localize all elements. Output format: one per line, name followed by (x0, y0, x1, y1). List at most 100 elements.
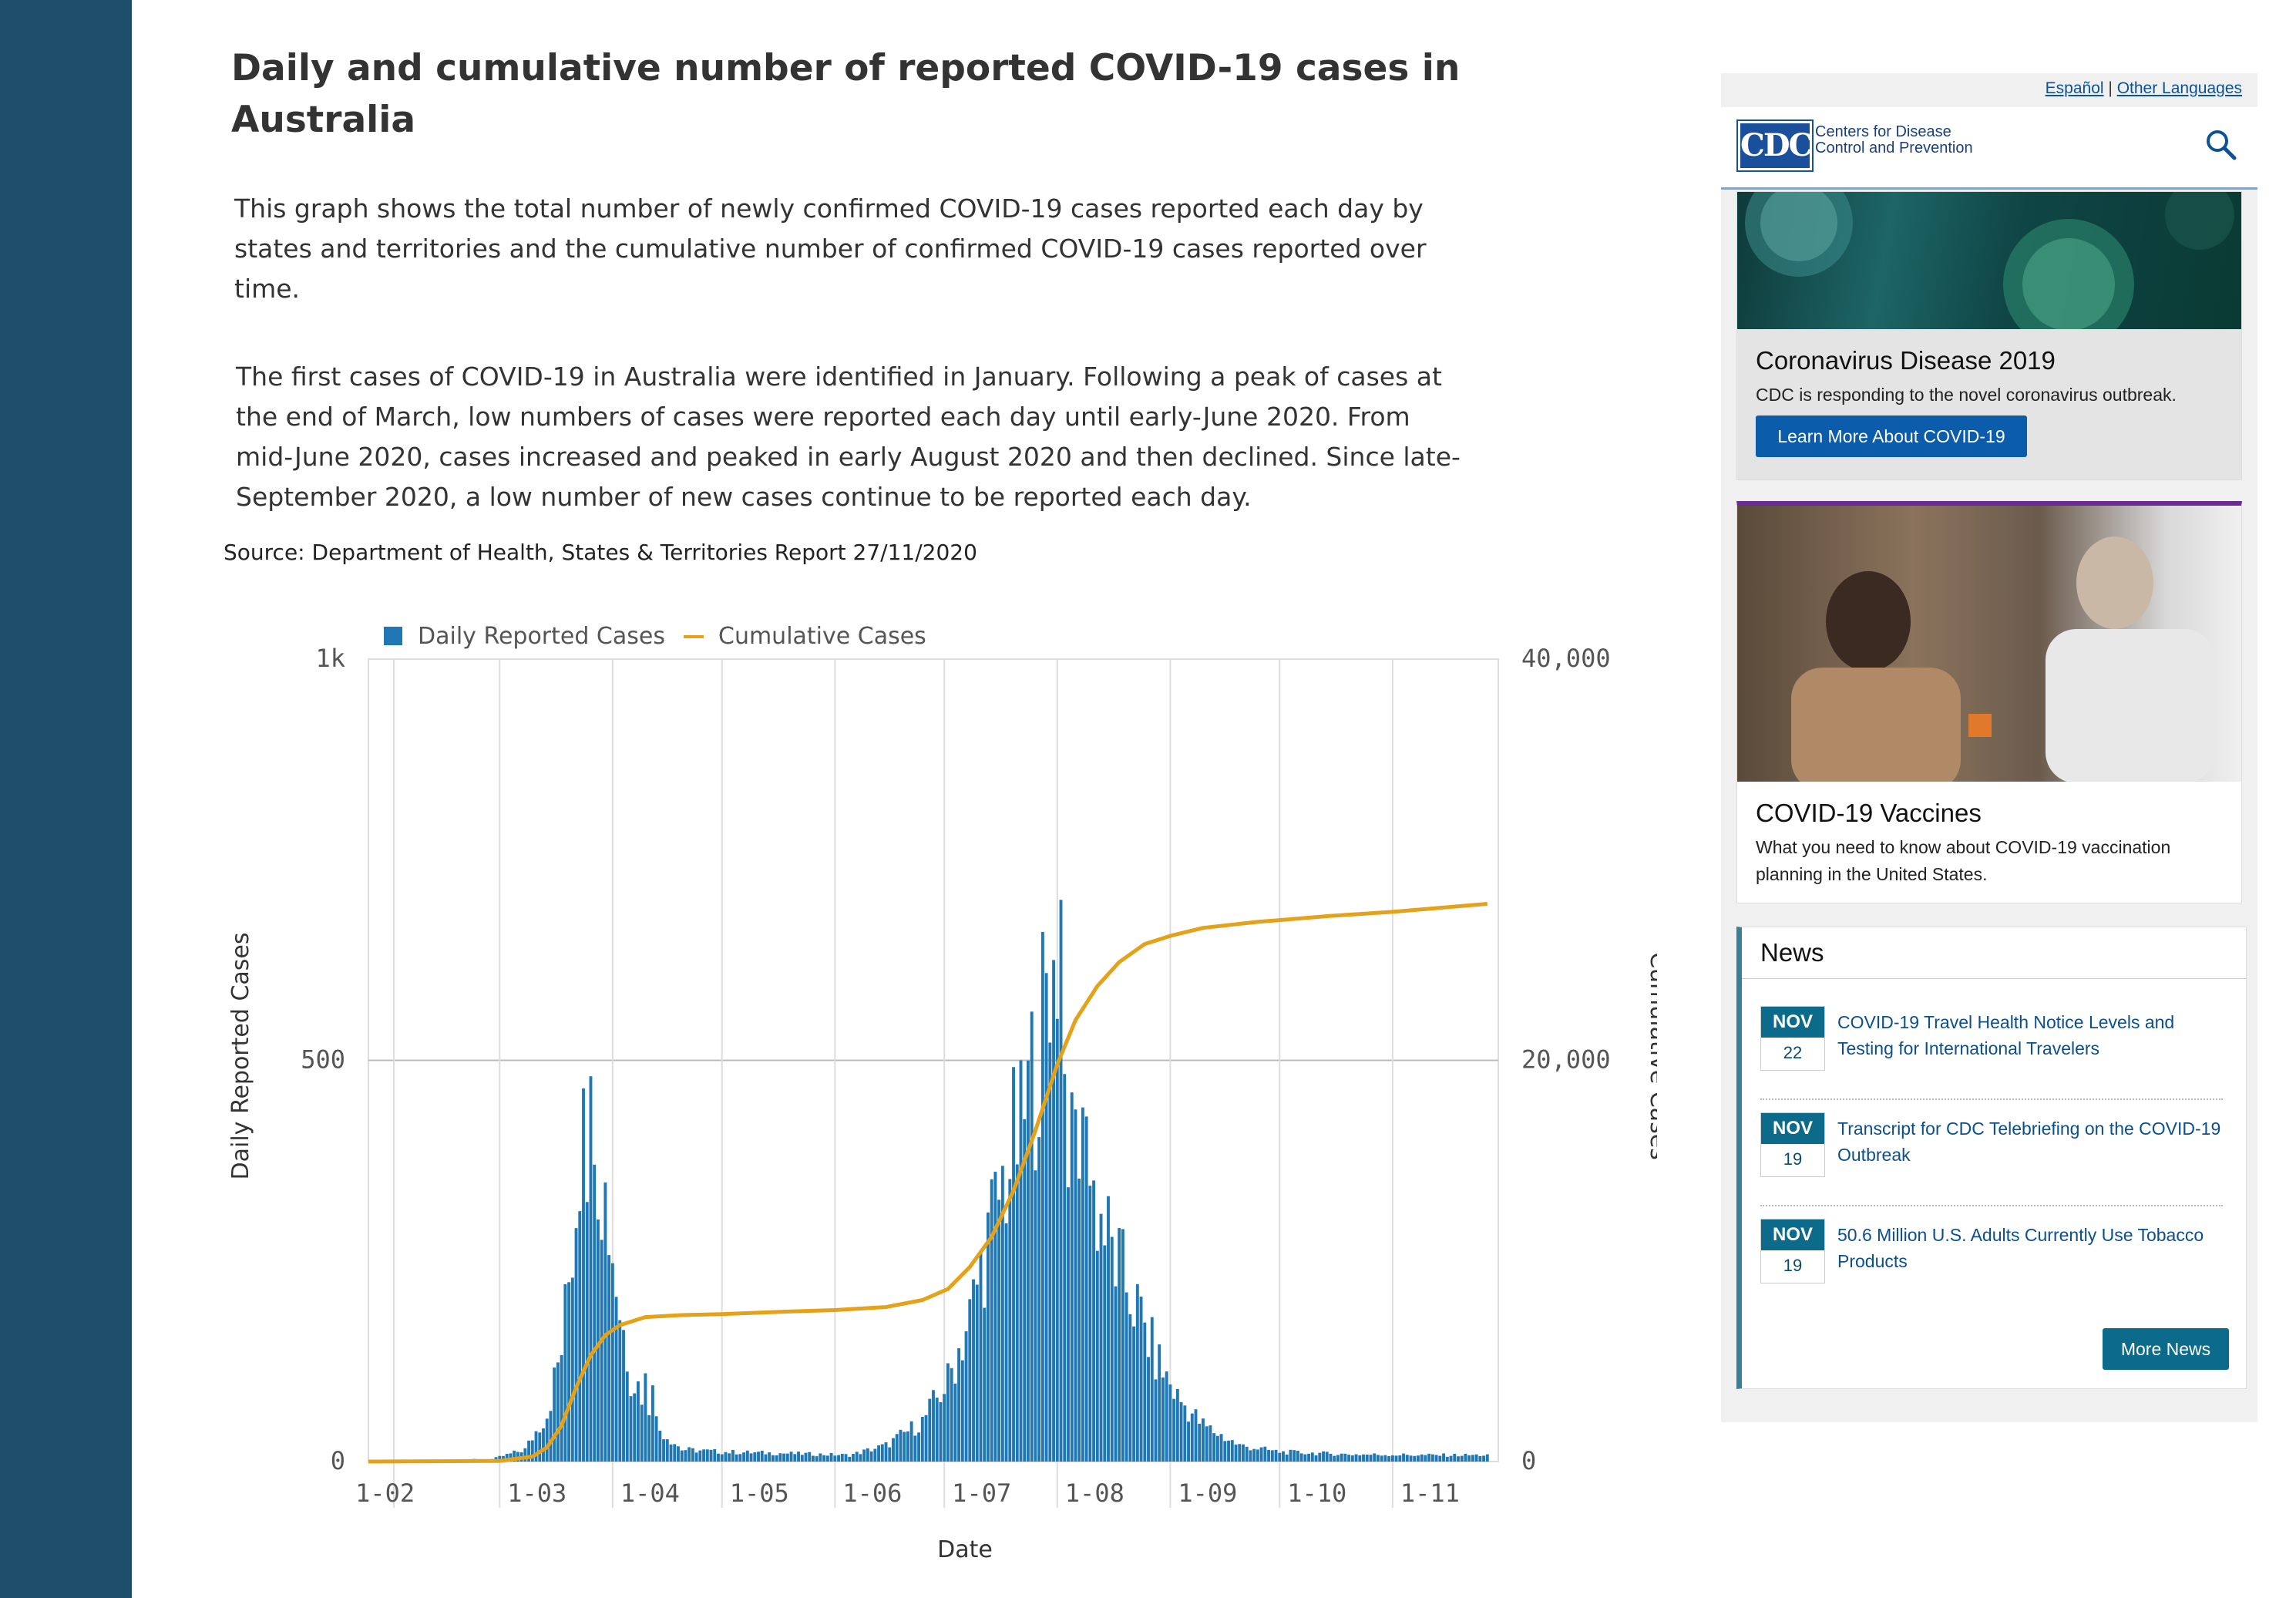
language-bar: Español | Other Languages (2046, 79, 2242, 98)
daily-bar (1132, 1326, 1136, 1462)
daily-bar (935, 1398, 939, 1462)
daily-bar (844, 1454, 848, 1462)
daily-bar (983, 1307, 987, 1462)
daily-bar (556, 1362, 560, 1462)
news-item[interactable]: NOV 22 COVID-19 Travel Health Notice Lev… (1760, 1006, 2223, 1083)
learn-more-button[interactable]: Learn More About COVID-19 (1756, 415, 2027, 457)
daily-bar (884, 1442, 888, 1462)
daily-bar (610, 1263, 614, 1462)
daily-bar (1150, 1317, 1154, 1462)
daily-bar (534, 1431, 538, 1462)
daily-bar (625, 1371, 629, 1462)
daily-bar (607, 1255, 611, 1462)
daily-bar (1110, 1236, 1114, 1462)
espanol-link[interactable]: Español (2045, 79, 2104, 97)
cdc-logo[interactable]: CDC (1736, 119, 1814, 172)
cdc-header: CDC Centers for Disease Control and Prev… (1721, 107, 2257, 190)
news-link[interactable]: 50.6 Million U.S. Adults Currently Use T… (1837, 1225, 2204, 1271)
other-languages-link[interactable]: Other Languages (2116, 79, 2242, 97)
daily-bar (1143, 1322, 1147, 1462)
daily-bar (728, 1453, 731, 1462)
daily-bar (968, 1299, 972, 1462)
daily-bar (1329, 1453, 1333, 1462)
daily-bar (640, 1405, 644, 1462)
daily-bar (578, 1211, 582, 1462)
daily-bar (800, 1455, 804, 1462)
daily-bar (705, 1449, 709, 1462)
news-link[interactable]: Transcript for CDC Telebriefing on the C… (1837, 1119, 2221, 1165)
daily-bar (924, 1415, 928, 1462)
daily-bar (1121, 1229, 1124, 1462)
daily-bar (585, 1202, 589, 1462)
daily-bar (1267, 1449, 1271, 1462)
coronavirus-card: Coronavirus Disease 2019 CDC is respondi… (1736, 191, 2242, 480)
daily-bar (1040, 931, 1044, 1462)
news-day: 19 (1783, 1256, 1803, 1275)
daily-bar (1027, 1060, 1030, 1462)
daily-bar (724, 1452, 728, 1462)
cumulative-cases-line (368, 902, 1488, 1464)
daily-bar (913, 1435, 917, 1462)
daily-bar (950, 1368, 953, 1462)
daily-bar (1015, 1164, 1019, 1462)
daily-bar (629, 1396, 633, 1462)
daily-bar (498, 1455, 502, 1462)
daily-bar (582, 1088, 585, 1462)
daily-bar (1467, 1455, 1471, 1462)
daily-bar (1289, 1449, 1293, 1462)
daily-bar (553, 1368, 556, 1462)
daily-bar (1183, 1405, 1187, 1462)
news-date-badge: NOV 19 (1760, 1112, 1825, 1177)
daily-bar (1103, 1245, 1107, 1462)
daily-bar (822, 1455, 826, 1462)
daily-bar (527, 1440, 531, 1462)
daily-bar (866, 1448, 869, 1462)
x-tick-label: 1-02 (355, 1479, 415, 1508)
daily-bar (637, 1381, 640, 1462)
daily-bar (1052, 960, 1055, 1462)
daily-bar (1369, 1455, 1373, 1462)
daily-bar (1044, 973, 1048, 1462)
daily-bar (1333, 1455, 1336, 1462)
news-item[interactable]: NOV 19 Transcript for CDC Telebriefing o… (1760, 1112, 2223, 1189)
daily-bar (953, 1383, 957, 1462)
news-date-badge: NOV 19 (1760, 1219, 1825, 1283)
daily-bar (964, 1331, 968, 1462)
daily-bar (1383, 1455, 1387, 1462)
daily-bar (1343, 1453, 1347, 1462)
news-card: News NOV 22 COVID-19 Travel Health Notic… (1736, 927, 2247, 1389)
vaccines-card[interactable]: COVID-19 Vaccines What you need to know … (1736, 501, 2242, 903)
daily-bar (633, 1393, 637, 1462)
daily-bar (1030, 1011, 1034, 1462)
y-axis-title: Daily Reported Cases (227, 933, 254, 1180)
daily-bar (775, 1455, 778, 1462)
daily-bar (1023, 1119, 1027, 1462)
vaccines-illustration (1791, 537, 2215, 782)
daily-bar (589, 1076, 593, 1462)
daily-bar (859, 1454, 862, 1462)
y2-tick-label: 40,000 (1521, 644, 1611, 673)
daily-bar (1354, 1454, 1358, 1462)
news-link[interactable]: COVID-19 Travel Health Notice Levels and… (1837, 1012, 2175, 1058)
more-news-button[interactable]: More News (2103, 1328, 2229, 1370)
daily-bar (1282, 1451, 1285, 1462)
y-tick-label: 0 (331, 1446, 345, 1475)
x-tick-label: 1-08 (1065, 1479, 1124, 1508)
search-icon[interactable] (2204, 127, 2237, 161)
daily-bar (768, 1452, 771, 1462)
daily-bar (1175, 1388, 1179, 1462)
x-tick-label: 1-11 (1400, 1479, 1460, 1508)
daily-bars (392, 900, 1489, 1462)
summary-paragraph: The first cases of COVID-19 in Australia… (236, 362, 1461, 512)
news-item[interactable]: NOV 19 50.6 Million U.S. Adults Currentl… (1760, 1219, 2223, 1296)
daily-bar (1209, 1425, 1212, 1462)
daily-bar (593, 1164, 597, 1462)
daily-bar (1245, 1446, 1249, 1462)
daily-bar (1074, 1109, 1077, 1462)
daily-bar (1420, 1454, 1424, 1462)
daily-bar (1107, 1196, 1110, 1462)
daily-bar (909, 1421, 913, 1462)
daily-bar (986, 1212, 990, 1462)
daily-bar (1460, 1455, 1464, 1462)
daily-bar (1417, 1455, 1420, 1462)
